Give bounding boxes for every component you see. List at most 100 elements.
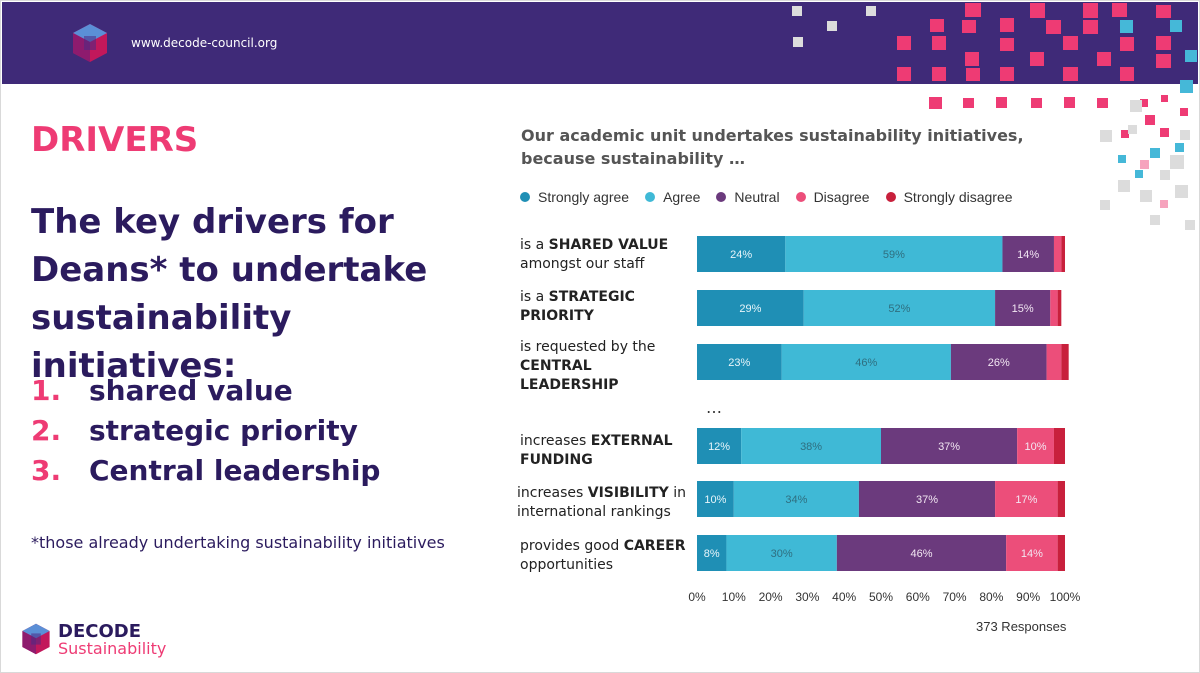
bar-data-label: 10% bbox=[1025, 441, 1047, 453]
bar-segment bbox=[733, 481, 859, 517]
bar-data-label: 37% bbox=[938, 441, 960, 453]
bar-segment bbox=[697, 481, 734, 517]
website-url[interactable]: www.decode-council.org bbox=[131, 36, 278, 50]
bar-data-label: 30% bbox=[771, 548, 793, 560]
bar-row: 8% 30% 46% 14% bbox=[697, 535, 1065, 571]
driver-number: 1. bbox=[31, 373, 62, 407]
chart-title-line: Our academic unit undertakes sustainabil… bbox=[521, 126, 1024, 145]
legend-label: Neutral bbox=[734, 189, 780, 205]
row-label-bold: CAREER bbox=[623, 538, 686, 554]
bar-segment bbox=[803, 290, 996, 326]
bar-data-label: 23% bbox=[728, 357, 750, 369]
x-tick-label: 0% bbox=[688, 590, 706, 604]
bar-row: 10% 34% 37% 17% bbox=[697, 481, 1065, 517]
row-label: increases EXTERNAL FUNDING bbox=[520, 432, 685, 470]
bar-data-label: 17% bbox=[1015, 494, 1037, 506]
bar-segment bbox=[697, 290, 804, 326]
legend-swatch bbox=[795, 192, 806, 202]
row-label-bold: EXTERNAL FUNDING bbox=[520, 433, 673, 468]
chart-title-line: because sustainability … bbox=[521, 149, 746, 168]
bar-row: 12% 38% 37% 10% bbox=[697, 428, 1065, 464]
bar-data-label: 59% bbox=[883, 249, 905, 261]
bar-segment bbox=[950, 344, 1047, 380]
bar-data-label: 29% bbox=[739, 303, 761, 315]
bar-segment bbox=[1002, 236, 1054, 272]
section-title: DRIVERS bbox=[31, 120, 199, 160]
x-tick-label: 70% bbox=[943, 590, 967, 604]
x-tick-label: 60% bbox=[906, 590, 930, 604]
bar-segment bbox=[836, 535, 1007, 571]
bar-segment bbox=[1046, 344, 1062, 380]
row-label: is a STRATEGIC PRIORITY bbox=[520, 288, 695, 326]
row-label-post: opportunities bbox=[520, 557, 614, 573]
bar-data-label: 46% bbox=[855, 357, 877, 369]
bar-segment bbox=[1006, 535, 1058, 571]
row-label-pre: is requested by the bbox=[520, 339, 656, 355]
bar-segment bbox=[995, 481, 1058, 517]
row-label-bold: VISIBILITY bbox=[587, 485, 669, 501]
driver-text: shared value bbox=[89, 373, 293, 407]
row-label: provides good CAREER opportunities bbox=[520, 537, 692, 575]
legend-swatch bbox=[885, 192, 896, 202]
bar-data-label: 14% bbox=[1017, 249, 1039, 261]
x-tick-label: 50% bbox=[869, 590, 893, 604]
x-tick-label: 40% bbox=[832, 590, 856, 604]
row-label: increases VISIBILITY in international ra… bbox=[517, 484, 689, 522]
bar-data-label: 26% bbox=[988, 357, 1010, 369]
x-tick-label: 100% bbox=[1050, 590, 1081, 604]
bar-row: 23% 46% 26% bbox=[697, 344, 1069, 380]
legend-item: Agree bbox=[645, 189, 700, 205]
legend-item: Neutral bbox=[716, 189, 780, 205]
bar-data-label: 14% bbox=[1021, 548, 1043, 560]
row-label-bold: STRATEGIC PRIORITY bbox=[520, 289, 635, 324]
bar-segment bbox=[1057, 290, 1062, 326]
x-tick-label: 30% bbox=[795, 590, 819, 604]
chart-ellipsis: … bbox=[706, 398, 723, 417]
bar-segment bbox=[881, 428, 1018, 464]
legend-item: Disagree bbox=[795, 189, 870, 205]
bar-segment bbox=[697, 344, 782, 380]
bar-data-label: 15% bbox=[1012, 303, 1034, 315]
decode-logo-icon bbox=[73, 24, 107, 62]
row-label-pre: is a bbox=[520, 237, 549, 253]
driver-number: 2. bbox=[31, 413, 62, 447]
bar-segment bbox=[1061, 236, 1065, 272]
bar-segment bbox=[1053, 236, 1062, 272]
driver-item: 3. Central leadership bbox=[31, 450, 380, 490]
drivers-list: 1. shared value 2. strategic priority 3. Ce… bbox=[31, 370, 380, 490]
bar-segment bbox=[995, 290, 1051, 326]
bar-data-label: 24% bbox=[730, 249, 752, 261]
brand-subtitle: Sustainability bbox=[58, 639, 167, 658]
bar-data-label: 46% bbox=[910, 548, 932, 560]
legend-swatch bbox=[520, 192, 530, 202]
bar-segment bbox=[1050, 290, 1058, 326]
bar-data-label: 10% bbox=[704, 494, 726, 506]
row-label-pre: increases bbox=[517, 485, 588, 501]
responses-count: 373 Responses bbox=[976, 619, 1067, 634]
decorative-squares bbox=[792, 3, 1197, 230]
bar-segment bbox=[741, 428, 881, 464]
row-label-post: amongst our staff bbox=[520, 256, 645, 272]
driver-text: strategic priority bbox=[89, 413, 358, 447]
headline: The key drivers for Deans* to undertake … bbox=[31, 202, 428, 386]
legend-swatch bbox=[645, 192, 656, 202]
driver-item: 2. strategic priority bbox=[31, 410, 380, 450]
bar-data-label: 12% bbox=[708, 441, 730, 453]
x-tick-label: 90% bbox=[1016, 590, 1040, 604]
legend-label: Strongly agree bbox=[538, 189, 630, 205]
legend-label: Strongly disagree bbox=[903, 189, 1013, 205]
bar-segment bbox=[697, 236, 786, 272]
row-label-post: in international rankings bbox=[517, 485, 687, 520]
header-banner bbox=[2, 2, 1198, 84]
row-label-pre: provides good bbox=[520, 538, 624, 554]
row-label: is requested by the CENTRAL LEADERSHIP bbox=[520, 338, 690, 395]
x-tick-label: 10% bbox=[722, 590, 746, 604]
bar-segment bbox=[1057, 535, 1065, 571]
decode-logo-icon bbox=[22, 623, 50, 655]
bar-segment bbox=[1053, 428, 1065, 464]
legend-item: Strongly agree bbox=[520, 189, 629, 205]
x-tick-label: 80% bbox=[979, 590, 1003, 604]
bar-row: 29% 52% 15% bbox=[697, 290, 1062, 326]
row-label-pre: increases bbox=[520, 433, 591, 449]
